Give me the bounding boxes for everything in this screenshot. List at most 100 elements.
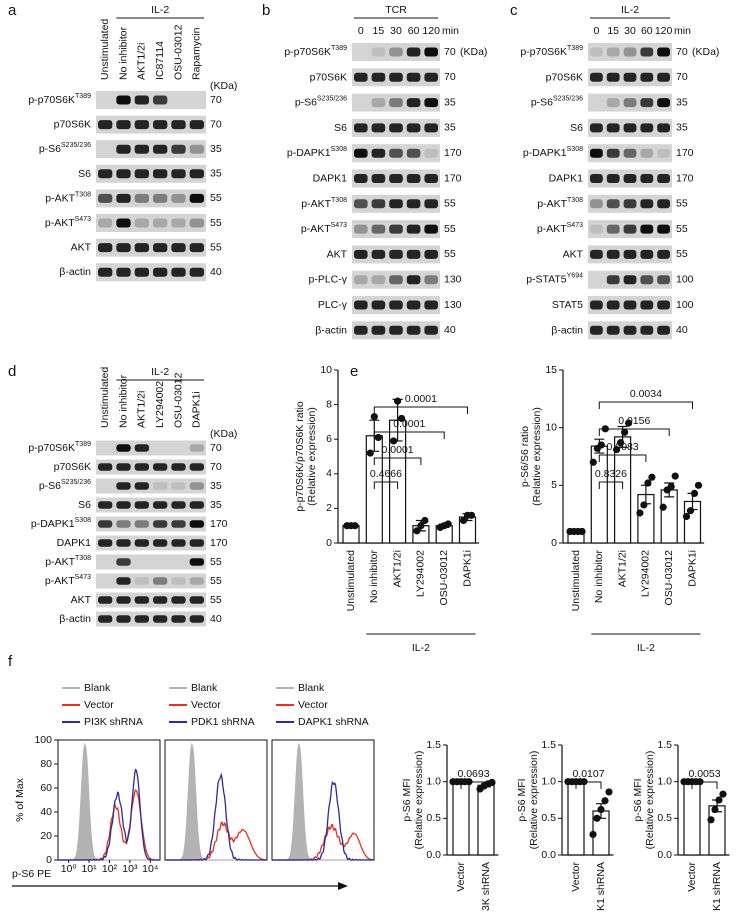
row-label-main: p70S6K [54, 461, 91, 473]
row-label-main: p-p70S6K [28, 94, 75, 106]
blot-band [623, 148, 637, 158]
bar [477, 784, 495, 856]
size-label: 35 [210, 168, 222, 180]
x-tick-label: No inhibitor [368, 550, 380, 604]
legend-label: Blank [298, 682, 325, 694]
size-label: 55 [210, 217, 222, 229]
blot-strip [96, 263, 206, 282]
data-point [621, 428, 629, 436]
row-label-sup: T389 [331, 45, 347, 52]
data-point [644, 479, 652, 487]
blot-band [189, 520, 204, 528]
data-point [374, 433, 382, 442]
blot-band [116, 558, 131, 566]
blot-band [389, 72, 403, 82]
blot-band [590, 300, 603, 310]
blot-band [371, 275, 386, 285]
blot-band [623, 275, 637, 285]
histogram-curve [165, 821, 268, 861]
row-label: p-S6S235/236 [39, 479, 91, 492]
blot-band [98, 501, 113, 509]
y-axis-label: p-S6 MFI [632, 778, 644, 821]
row-label-main: β-actin [551, 324, 583, 336]
blot-band [171, 577, 186, 585]
blot-band [116, 193, 131, 203]
blot-band [371, 98, 386, 108]
row-label: p-p70S6KT389 [28, 93, 91, 106]
blot-band [171, 193, 186, 203]
p-value: 0.0001 [405, 393, 437, 405]
size-label: 55 [210, 241, 222, 253]
blot-band [389, 224, 403, 234]
blot-band [134, 482, 149, 490]
p-value: 0.0001 [393, 418, 425, 430]
blot-strip [96, 573, 206, 589]
blot-band [189, 120, 204, 130]
lane-label: No inhibitor [117, 374, 129, 428]
legend-label: Blank [84, 682, 111, 694]
lane-label: DAPK1i [191, 391, 203, 428]
data-point [690, 489, 699, 498]
row-label-main: p-S6 [39, 480, 61, 492]
blot-band [116, 520, 131, 528]
comparison-bracket [373, 457, 422, 465]
row-label: p70S6K [54, 118, 91, 130]
blot-band [116, 596, 131, 604]
y-tick-label: 80 [40, 758, 52, 770]
row-label-main: p-S6 [39, 143, 61, 155]
y-tick-label: 0 [551, 537, 557, 549]
row-label: PLC-γ [318, 299, 348, 311]
row-label: p-PLC-γ [308, 273, 347, 285]
row-label-main: β-actin [315, 324, 347, 336]
blot-band [134, 193, 149, 203]
blot-band [116, 243, 131, 253]
x-tick-label: AKT1/2i [391, 550, 403, 587]
blot-band [189, 463, 204, 471]
row-label-main: p-STAT5 [526, 273, 567, 285]
row-label: DAPK1 [549, 172, 584, 184]
blot-band [98, 520, 113, 528]
blot-band [171, 501, 186, 509]
blot-band [406, 249, 421, 259]
blot-band [153, 596, 168, 604]
blot-band [640, 174, 654, 183]
row-label: p70S6K [310, 71, 347, 83]
lane-label: Rapamycin [191, 27, 203, 80]
p-value: 0.0693 [457, 768, 489, 780]
blot-band [606, 275, 620, 285]
blot-band [98, 463, 113, 471]
row-label-sup: S308 [567, 146, 583, 153]
blot-band [134, 539, 149, 547]
row-label-sup: S308 [331, 146, 347, 153]
row-label-sup: S235/236 [553, 95, 583, 102]
blot-band [153, 520, 168, 528]
comparison-bracket [691, 781, 718, 789]
blot-band [171, 144, 186, 154]
blot-band [171, 267, 186, 277]
y-tick-label: 0 [326, 537, 332, 549]
row-label-sup: S473 [567, 222, 583, 229]
y-tick-label: 40 [40, 806, 52, 818]
blot-band [189, 193, 204, 203]
blot-band [134, 596, 149, 604]
blot-band [153, 243, 168, 253]
y-tick-label: 60 [40, 782, 52, 794]
blot-band [424, 224, 438, 234]
blot-band [189, 539, 204, 547]
p-value: 0.0034 [630, 388, 662, 400]
size-label: 35 [676, 96, 688, 108]
row-label: p-S6S235/236 [531, 95, 583, 108]
blot-band [389, 199, 403, 209]
row-label-main: AKT [71, 594, 92, 606]
y-tick-label: 0.0 [657, 849, 672, 861]
blot-band [189, 267, 204, 277]
x-tick-label: 10² [102, 863, 118, 875]
lane-label: IC87114 [154, 41, 166, 80]
time-label: 15 [373, 25, 385, 37]
lane-label: No inhibitor [117, 26, 129, 80]
blot-band [116, 267, 131, 277]
legend-label: Vector [191, 699, 221, 711]
bar [452, 781, 470, 856]
blot-band [389, 47, 403, 57]
